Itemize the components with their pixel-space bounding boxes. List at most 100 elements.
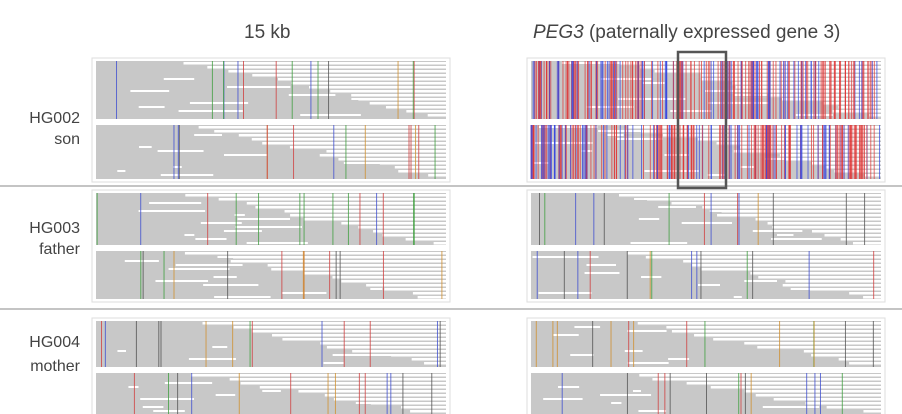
read-gap: [158, 150, 204, 152]
read-gap: [825, 234, 881, 237]
read-gap: [558, 386, 579, 388]
read-gap: [354, 62, 379, 64]
read-gap: [694, 334, 881, 337]
read-gap: [658, 206, 696, 208]
read-gap: [352, 350, 446, 353]
read-gap: [370, 288, 382, 290]
read-gap: [204, 374, 253, 376]
read-gap: [398, 170, 446, 173]
read-gap: [801, 214, 815, 216]
read-gap: [230, 378, 446, 381]
read-gap: [666, 326, 881, 329]
read-gap: [384, 288, 446, 291]
read-gap: [652, 378, 881, 381]
read-gap: [756, 394, 881, 397]
read-gap: [543, 398, 582, 400]
read-gap: [194, 134, 222, 136]
read-gap: [646, 256, 881, 259]
read-gap: [300, 114, 361, 116]
read-gap: [309, 86, 446, 89]
sample-role: mother: [30, 358, 80, 376]
read-gap: [333, 354, 393, 356]
read-gap: [231, 260, 446, 263]
read-gap: [785, 280, 881, 283]
read-gap: [203, 284, 258, 286]
read-gap: [227, 86, 290, 88]
read-gap: [360, 198, 427, 200]
alignment-panels: [0, 0, 902, 414]
read-gap: [863, 410, 881, 413]
read-gap: [428, 174, 446, 177]
read-gap: [806, 402, 881, 405]
read-gap: [252, 74, 446, 77]
read-gap: [711, 386, 881, 389]
read-gap: [643, 82, 665, 84]
read-gap: [619, 194, 881, 197]
read-gap: [139, 106, 165, 108]
read-gap: [639, 218, 659, 220]
read-gap: [290, 146, 446, 149]
read-gap: [354, 158, 415, 160]
sample-id: HG002: [29, 110, 80, 128]
read-gap: [332, 276, 446, 279]
read-gap: [143, 406, 164, 408]
read-gap: [361, 330, 375, 332]
read-gap: [717, 214, 881, 217]
read-gap: [853, 242, 881, 245]
read-gap: [117, 350, 126, 352]
read-gap: [827, 406, 881, 409]
read-gap: [617, 138, 662, 140]
read-gap: [736, 268, 804, 270]
read-gap: [139, 210, 206, 212]
read-gap: [185, 252, 446, 255]
read-gap: [216, 394, 236, 396]
read-gap: [201, 222, 242, 224]
read-gap: [687, 194, 711, 196]
read-gap: [235, 226, 302, 228]
read-gap: [410, 410, 446, 413]
read-gap: [298, 390, 446, 393]
read-gap: [323, 362, 343, 364]
read-gap: [237, 218, 290, 220]
read-gap: [641, 276, 661, 278]
read-gap: [366, 284, 446, 287]
read-gap: [252, 330, 446, 333]
read-gap: [763, 406, 820, 408]
read-gap: [140, 398, 194, 400]
column-header: PEG3 (paternally expressed gene 3): [533, 22, 840, 44]
read-gap: [351, 94, 446, 97]
read-gap: [262, 390, 281, 392]
read-gap: [406, 238, 446, 241]
read-gap: [155, 280, 208, 282]
read-gap: [791, 288, 834, 290]
read-gap: [768, 222, 881, 225]
read-gap: [214, 276, 237, 278]
read-gap: [386, 106, 446, 109]
read-gap: [758, 276, 881, 279]
read-gap: [153, 410, 185, 412]
read-gap: [753, 230, 803, 232]
read-gap: [434, 242, 446, 245]
read-gap: [247, 202, 446, 205]
read-gap: [804, 350, 881, 353]
read-gap: [169, 268, 230, 270]
sample-id: HG004: [29, 334, 80, 352]
read-gap: [611, 402, 621, 404]
read-gap: [370, 102, 446, 105]
read-gap: [744, 342, 881, 345]
read-gap: [744, 280, 777, 282]
read-gap: [326, 150, 446, 153]
read-gap: [808, 382, 866, 384]
read-gap: [631, 242, 688, 244]
read-gap: [189, 358, 236, 360]
read-gap: [195, 238, 226, 240]
read-gap: [358, 226, 446, 229]
read-gap: [771, 238, 822, 240]
read-gap: [326, 334, 359, 336]
read-gap: [849, 362, 881, 365]
read-gap: [260, 386, 446, 389]
read-gap: [734, 296, 742, 298]
read-gap: [341, 280, 446, 283]
read-gap: [762, 322, 798, 324]
read-gap: [285, 210, 446, 213]
